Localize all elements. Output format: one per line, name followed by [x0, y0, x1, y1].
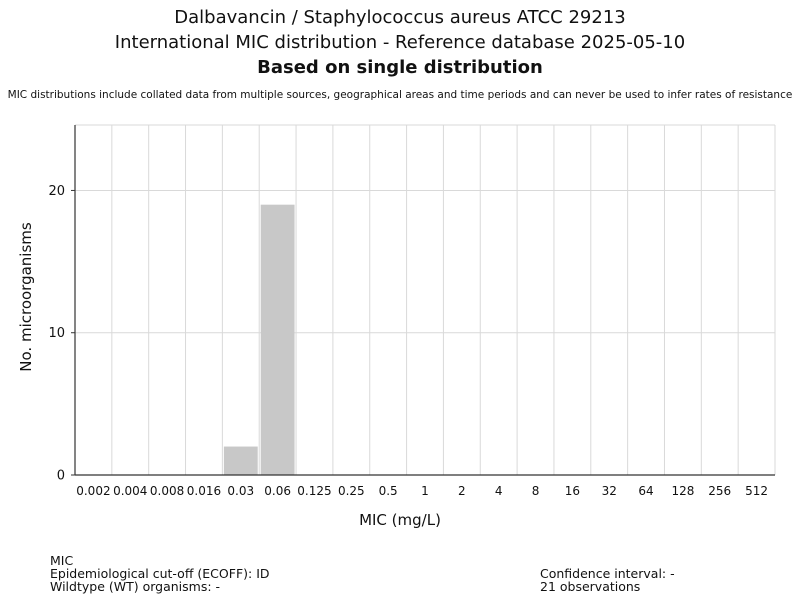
x-tick-label: 512: [745, 484, 768, 498]
y-tick-label: 0: [57, 469, 65, 484]
bar-0.06: [260, 204, 295, 475]
mic-histogram: 0 10 20 0.002 0.004 0.008 0.016 0.03 0.06 0.125 0.…: [17, 124, 776, 529]
bars: [223, 204, 295, 475]
footer-observations: 21 observations: [540, 579, 641, 594]
x-tick-label: 256: [708, 484, 731, 498]
y-axis-label: No. microorganisms: [17, 222, 35, 372]
footer-mic-label: MIC: [50, 553, 74, 568]
x-tick-label: 0.03: [227, 484, 254, 498]
x-tick-label: 0.125: [297, 484, 331, 498]
x-tick-label: 16: [565, 484, 580, 498]
footer-ecoff: Epidemiological cut-off (ECOFF): ID: [50, 566, 270, 581]
chart-title-line-1: Dalbavancin / Staphylococcus aureus ATCC…: [174, 7, 626, 28]
x-tick-label: 0.5: [379, 484, 398, 498]
x-tick-label: 0.25: [338, 484, 365, 498]
bar-0.03: [223, 446, 258, 475]
x-tick-label: 0.004: [113, 484, 147, 498]
x-tick-label: 0.002: [76, 484, 110, 498]
x-tick-label: 128: [671, 484, 694, 498]
x-tick-label: 64: [638, 484, 653, 498]
x-axis-label: MIC (mg/L): [359, 511, 441, 529]
x-tick-label: 0.016: [187, 484, 221, 498]
y-tick-label: 20: [48, 184, 65, 199]
footer-confidence: Confidence interval: -: [540, 566, 675, 581]
x-tick-label: 0.06: [264, 484, 291, 498]
footer-wildtype: Wildtype (WT) organisms: -: [50, 579, 221, 594]
x-tick-label: 2: [458, 484, 466, 498]
chart-title-line-3: Based on single distribution: [257, 57, 543, 78]
x-tick-label: 0.008: [150, 484, 184, 498]
grid: [74, 124, 776, 475]
x-tick-label: 1: [421, 484, 429, 498]
chart-title-line-2: International MIC distribution - Referen…: [114, 32, 686, 53]
y-tick-label: 10: [48, 326, 65, 341]
chart-disclaimer: MIC distributions include collated data …: [7, 89, 793, 101]
x-tick-label: 4: [495, 484, 503, 498]
axes: 0 10 20 0.002 0.004 0.008 0.016 0.03 0.06 0.125 0.…: [48, 125, 775, 498]
x-tick-label: 8: [532, 484, 540, 498]
x-tick-label: 32: [602, 484, 617, 498]
